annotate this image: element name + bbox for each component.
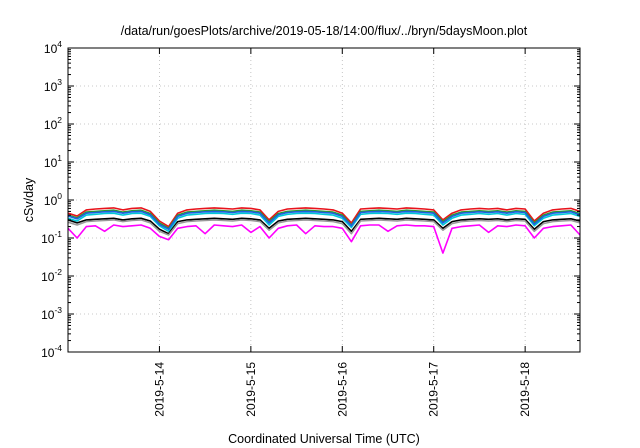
- y-tick-label: 104: [44, 39, 62, 56]
- x-tick-label: 2019-5-15: [244, 362, 258, 417]
- axis-ticks: 10-410-310-210-11001011021031042019-5-14…: [41, 39, 580, 417]
- y-tick-exponent: 4: [57, 39, 62, 49]
- y-tick-exponent: 2: [57, 115, 62, 125]
- series-line-7: [67, 224, 581, 254]
- y-tick-label: 102: [44, 115, 62, 132]
- y-tick-base: 10: [44, 80, 58, 94]
- y-tick-label: 10-2: [41, 267, 62, 284]
- y-tick-exponent: 0: [57, 191, 62, 201]
- y-tick-base: 10: [41, 346, 55, 360]
- y-tick-label: 103: [44, 77, 62, 94]
- y-tick-label: 10-1: [41, 229, 62, 246]
- y-tick-base: 10: [44, 156, 58, 170]
- y-tick-label: 100: [44, 191, 62, 208]
- y-tick-exponent: -3: [54, 305, 62, 315]
- y-tick-base: 10: [41, 270, 55, 284]
- y-tick-label: 101: [44, 153, 62, 170]
- y-tick-exponent: 1: [57, 153, 62, 163]
- series-layer: [67, 207, 581, 254]
- chart-title: /data/run/goesPlots/archive/2019-05-18/1…: [121, 24, 528, 38]
- y-tick-base: 10: [44, 42, 58, 56]
- series-line-5: [67, 217, 581, 235]
- x-tick-label: 2019-5-14: [152, 362, 166, 417]
- x-tick-label: 2019-5-18: [518, 362, 532, 417]
- y-tick-label: 10-4: [41, 343, 62, 360]
- y-tick-base: 10: [41, 308, 55, 322]
- series-line-2: [67, 209, 581, 230]
- y-tick-label: 10-3: [41, 305, 62, 322]
- series-line-6: [67, 219, 581, 236]
- x-tick-label: 2019-5-16: [335, 362, 349, 417]
- y-tick-base: 10: [44, 118, 58, 132]
- grid-lines: [68, 47, 580, 353]
- y-tick-exponent: -4: [54, 343, 62, 353]
- x-axis-label: Coordinated Universal Time (UTC): [228, 432, 420, 446]
- y-axis-label: cSv/day: [22, 177, 36, 222]
- y-tick-base: 10: [44, 194, 58, 208]
- y-tick-exponent: -1: [54, 229, 62, 239]
- series-line-3: [67, 212, 581, 233]
- y-tick-base: 10: [41, 232, 55, 246]
- y-tick-exponent: 3: [57, 77, 62, 87]
- x-tick-label: 2019-5-17: [427, 362, 441, 417]
- series-line-4: [67, 210, 581, 230]
- y-tick-exponent: -2: [54, 267, 62, 277]
- series-line-1: [67, 207, 581, 228]
